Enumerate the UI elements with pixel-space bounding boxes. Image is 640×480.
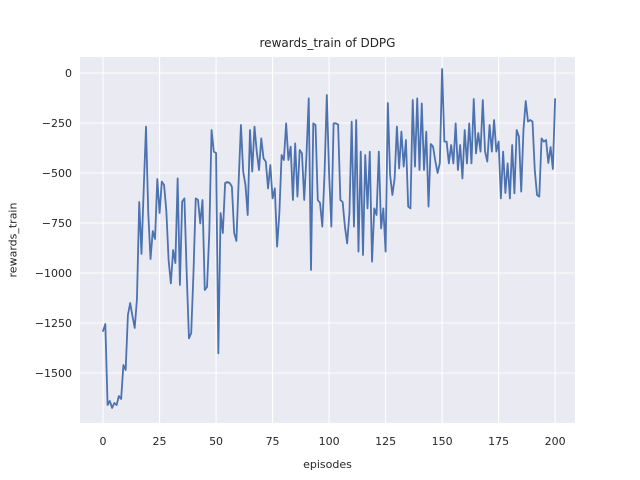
x-tick-label: 50 [209, 435, 223, 448]
x-axis-label: episodes [303, 458, 352, 471]
y-axis-label: rewards_train [6, 202, 20, 278]
y-tick-label: −250 [42, 117, 72, 130]
x-tick-label: 0 [100, 435, 107, 448]
x-tick-label: 175 [488, 435, 509, 448]
x-tick-label: 200 [545, 435, 566, 448]
x-tick-label: 150 [432, 435, 453, 448]
y-tick-label: 0 [65, 67, 72, 80]
y-tick-label: −750 [42, 217, 72, 230]
x-tick-label: 125 [375, 435, 396, 448]
rewards-train-line [102, 68, 557, 409]
x-tick-label: 100 [319, 435, 340, 448]
y-tick-label: −1000 [35, 267, 72, 280]
x-tick-label: 75 [266, 435, 280, 448]
chart-title: rewards_train of DDPG [259, 36, 396, 50]
y-tick-label: −1500 [35, 367, 72, 380]
y-tick-label: −1250 [35, 317, 72, 330]
x-tick-label: 25 [153, 435, 167, 448]
y-tick-label: −500 [42, 167, 72, 180]
